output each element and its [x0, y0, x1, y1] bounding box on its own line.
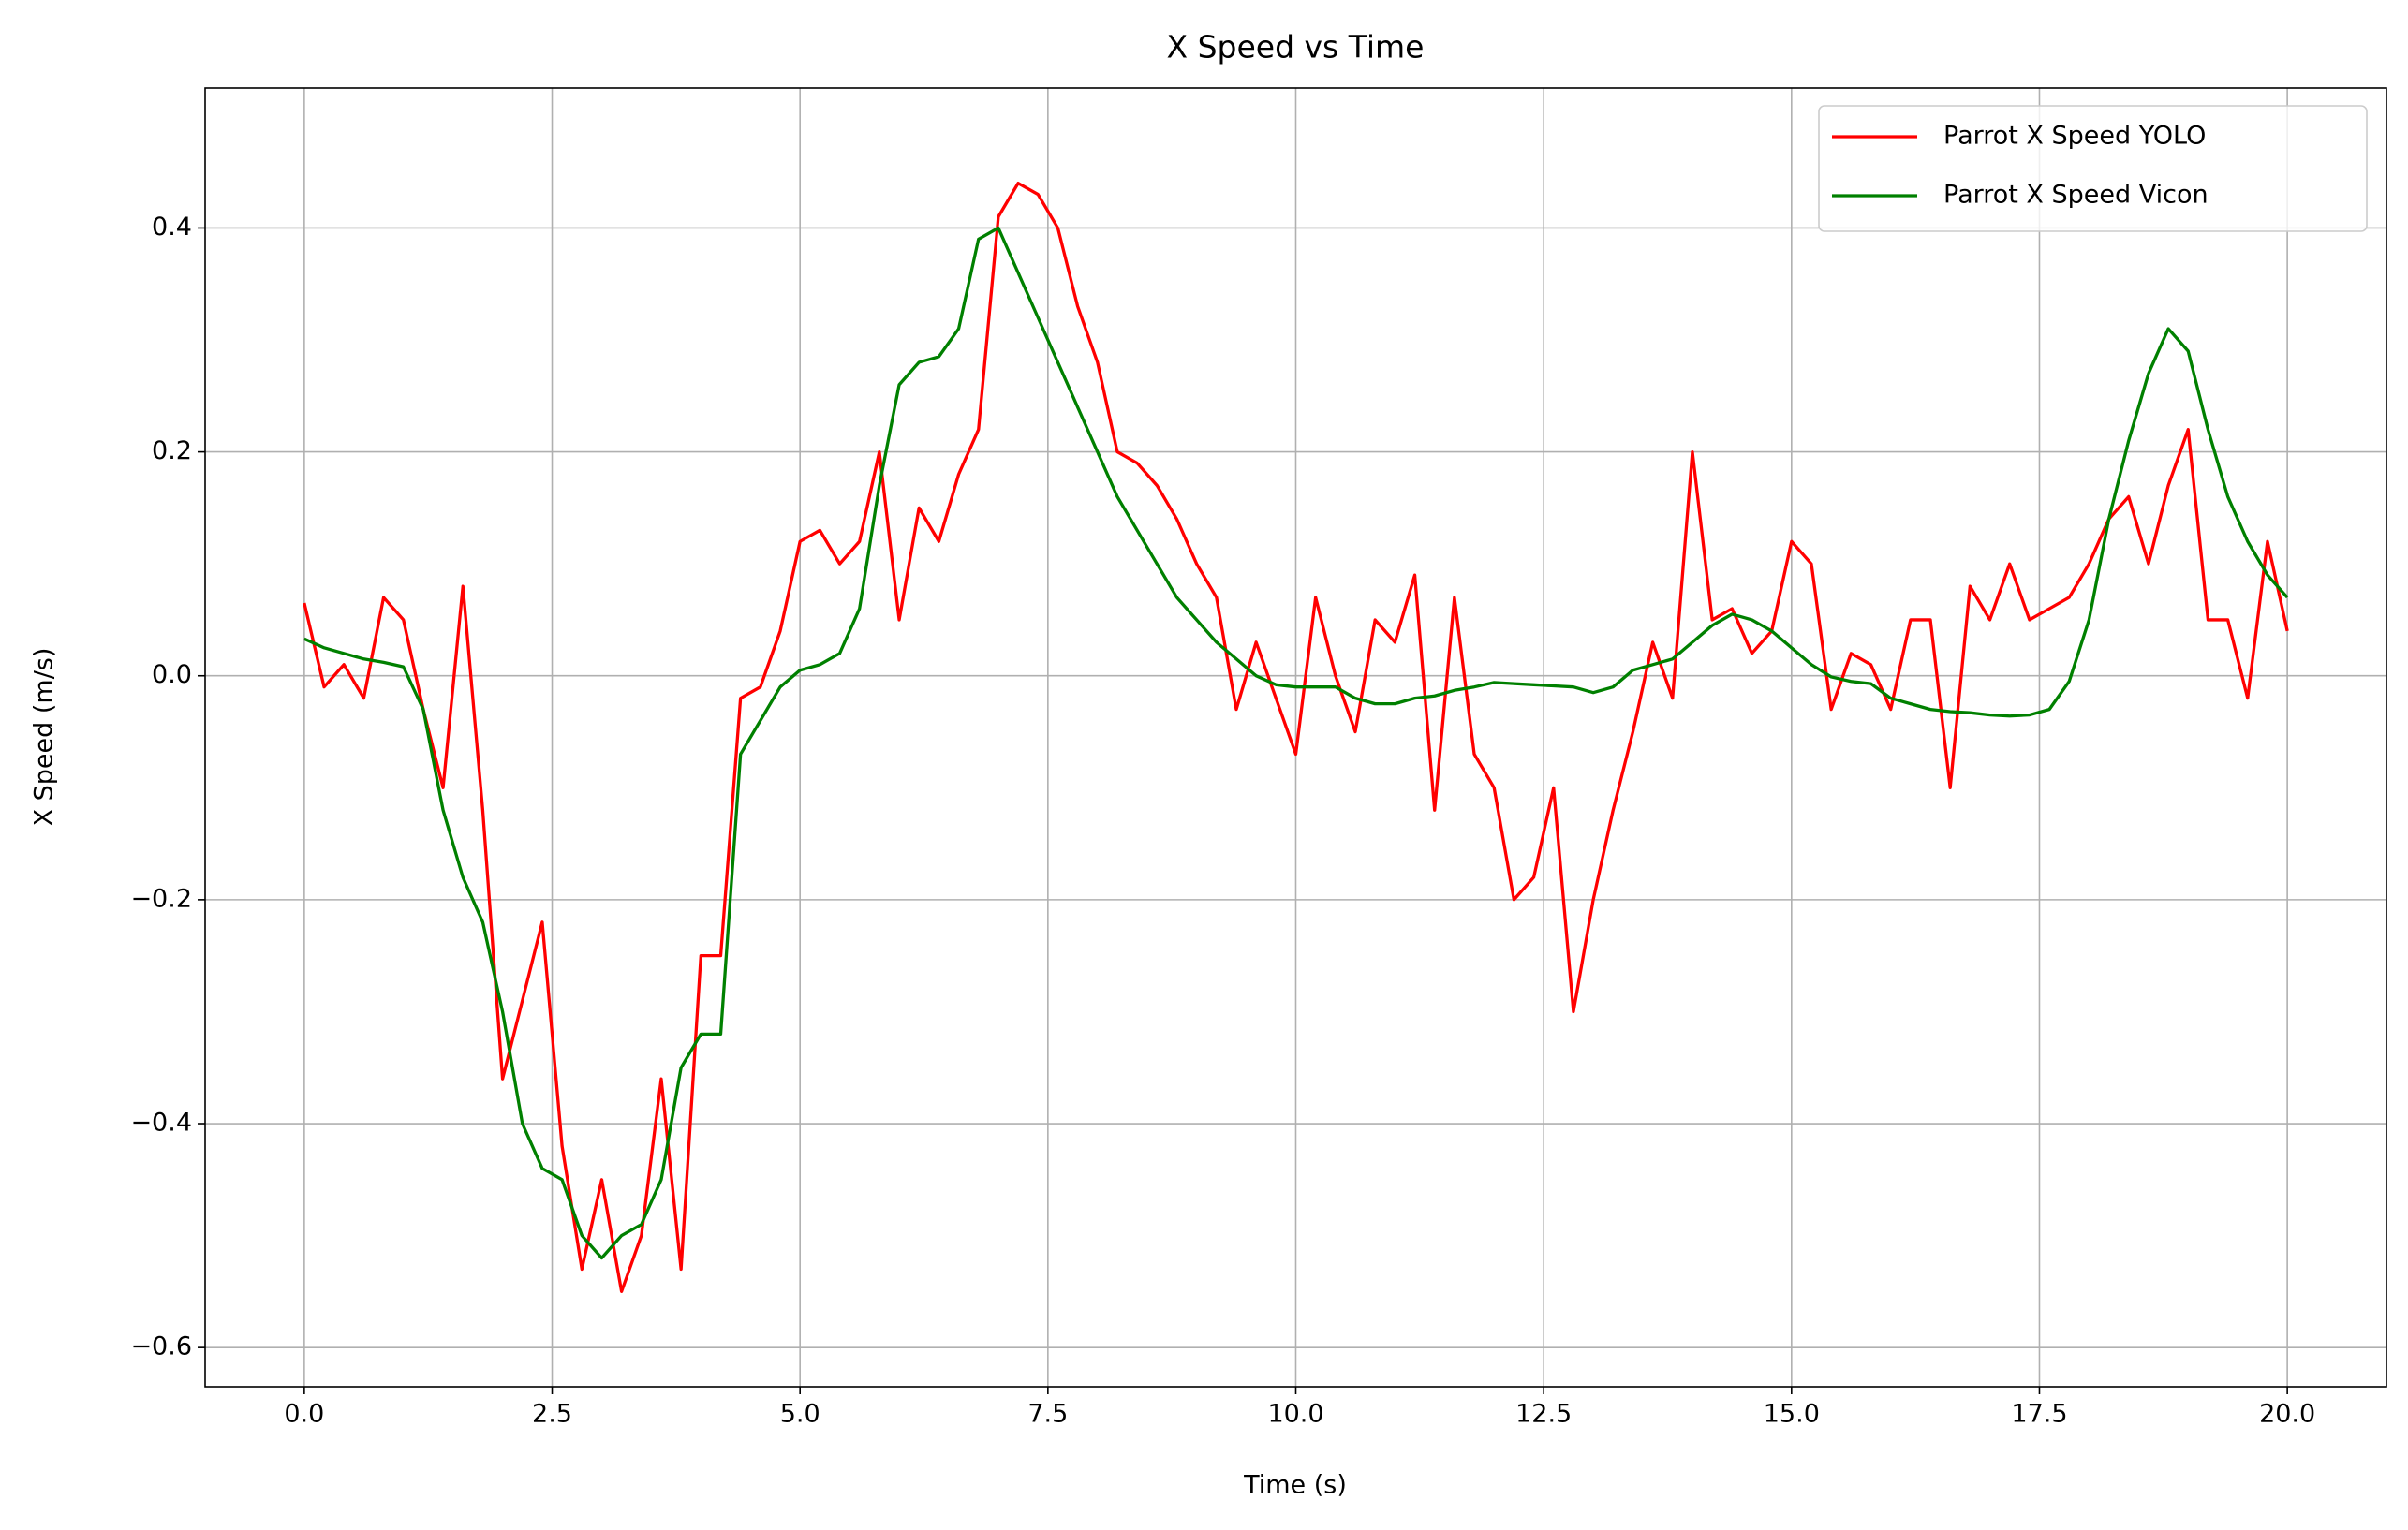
- x-tick-label: 15.0: [1764, 1400, 1820, 1429]
- data-line: [303, 226, 2289, 1260]
- legend-label: Parrot X Speed YOLO: [1943, 122, 2206, 151]
- y-tick-label: 0.0: [152, 660, 192, 689]
- y-tick-label: −0.6: [130, 1332, 192, 1361]
- plot-frame: [204, 87, 2387, 1388]
- y-axis-label: X Speed (m/s): [30, 648, 59, 827]
- x-tick-label: 2.5: [532, 1400, 572, 1429]
- x-tick-label: 5.0: [780, 1400, 820, 1429]
- x-axis-label: Time (s): [1243, 1471, 1347, 1500]
- chart-title: X Speed vs Time: [1166, 29, 1424, 66]
- data-line: [303, 181, 2289, 1294]
- x-tick-label: 17.5: [2011, 1400, 2067, 1429]
- x-tick-label: 0.0: [284, 1400, 324, 1429]
- y-tick-label: 0.4: [152, 213, 192, 242]
- y-tick-label: −0.4: [130, 1109, 192, 1138]
- y-tick-label: 0.2: [152, 436, 192, 465]
- y-tick-label: −0.2: [130, 884, 192, 913]
- x-tick-label: 20.0: [2259, 1400, 2315, 1429]
- legend-box: [1818, 105, 2368, 232]
- x-tick-label: 7.5: [1027, 1400, 1068, 1429]
- legend-label: Parrot X Speed Vicon: [1943, 181, 2209, 210]
- x-tick-label: 10.0: [1267, 1400, 1323, 1429]
- x-tick-label: 12.5: [1515, 1400, 1572, 1429]
